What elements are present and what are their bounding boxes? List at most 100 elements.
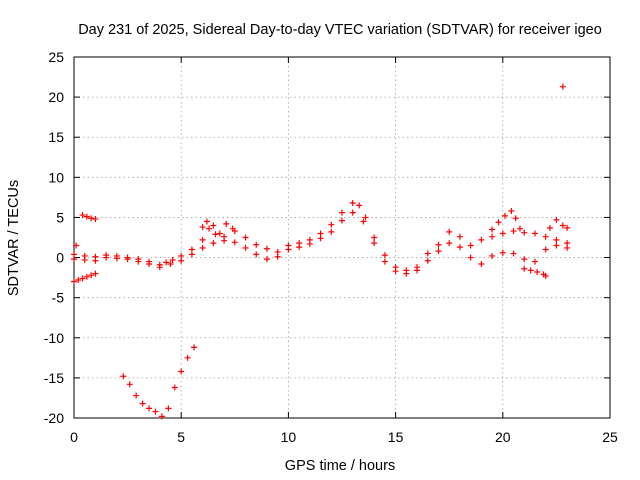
tick-layer: 0 5 10 15 20 25 -20 -15 -10 -5 0 5 10 15 20 25 (44, 49, 618, 445)
data-point (135, 258, 142, 265)
data-point (210, 222, 217, 229)
data-point (553, 236, 560, 243)
data-point (88, 215, 95, 222)
series-deep-dip (120, 344, 198, 420)
data-point (253, 251, 260, 258)
data-point (274, 253, 281, 260)
data-point (339, 209, 345, 216)
data-point (184, 354, 191, 361)
data-point (83, 273, 90, 280)
data-point (553, 242, 560, 249)
data-point (165, 405, 172, 412)
data-point (79, 275, 86, 282)
data-point (456, 244, 463, 251)
data-point (478, 236, 485, 243)
data-point (206, 225, 213, 232)
y-tick-label: -15 (44, 370, 64, 386)
data-point (446, 228, 453, 235)
data-point (171, 384, 178, 391)
data-point (203, 218, 210, 225)
data-point (424, 257, 431, 264)
data-point (435, 241, 442, 248)
data-point (317, 235, 324, 242)
data-point (542, 233, 549, 240)
data-point (133, 392, 140, 399)
data-point (516, 225, 523, 232)
data-point (339, 217, 345, 224)
data-point (83, 213, 90, 220)
y-tick-label: 15 (48, 129, 64, 145)
chart-title: Day 231 of 2025, Sidereal Day-to-day VTE… (78, 22, 602, 38)
data-point (424, 250, 431, 257)
data-point (553, 216, 560, 223)
data-point (169, 256, 176, 263)
data-point (510, 228, 517, 235)
data-point (73, 242, 80, 249)
data-point (508, 208, 515, 215)
data-point (527, 267, 534, 274)
data-point (229, 225, 236, 232)
x-tick-label: 10 (281, 429, 297, 445)
data-point (534, 268, 541, 275)
x-tick-label: 15 (388, 429, 404, 445)
data-point (531, 258, 538, 265)
data-point (199, 244, 206, 251)
data-point (489, 233, 496, 240)
series-late-dip (521, 265, 549, 280)
data-point (456, 233, 463, 240)
data-point (360, 218, 367, 225)
data-point (521, 256, 528, 263)
series-lower-start (71, 270, 99, 285)
y-tick-label: 10 (48, 169, 64, 185)
data-point (285, 246, 292, 253)
y-tick-label: 20 (48, 89, 64, 105)
data-point (152, 408, 159, 415)
data-point (446, 240, 453, 247)
data-point (356, 202, 363, 209)
data-point (414, 267, 421, 274)
data-point (113, 255, 120, 262)
series-upper-band (79, 208, 571, 237)
x-tick-label: 25 (602, 429, 618, 445)
data-point (92, 216, 99, 223)
data-point (242, 244, 249, 251)
plot-frame (73, 56, 611, 419)
data-point (381, 252, 388, 259)
data-point (124, 256, 131, 263)
data-point (216, 230, 223, 237)
data-point (75, 277, 82, 284)
data-point (495, 219, 502, 226)
data-point (392, 268, 399, 275)
data-point (199, 224, 206, 231)
y-tick-label: 5 (56, 209, 64, 225)
data-point (156, 264, 163, 271)
data-point (542, 273, 549, 280)
data-point (92, 270, 99, 277)
data-point (126, 381, 133, 388)
data-point (71, 256, 77, 263)
data-point (92, 257, 99, 264)
data-point (499, 230, 506, 237)
data-point (158, 413, 165, 420)
data-point (564, 244, 571, 251)
y-tick-label: -10 (44, 330, 64, 346)
data-point (371, 240, 378, 247)
data-point (178, 257, 185, 264)
data-point (71, 278, 77, 285)
grid-layer (74, 57, 610, 418)
data-point (263, 256, 270, 263)
data-point (564, 224, 571, 231)
data-point (163, 259, 170, 266)
data-point (542, 246, 549, 253)
x-tick-label: 0 (70, 429, 78, 445)
data-point (521, 265, 528, 272)
data-point (478, 260, 485, 267)
data-point (146, 260, 153, 267)
data-point (188, 251, 195, 258)
data-point (167, 260, 174, 267)
data-point (212, 231, 219, 238)
data-point (499, 249, 506, 256)
data-point (328, 228, 335, 235)
data-point (146, 405, 153, 412)
